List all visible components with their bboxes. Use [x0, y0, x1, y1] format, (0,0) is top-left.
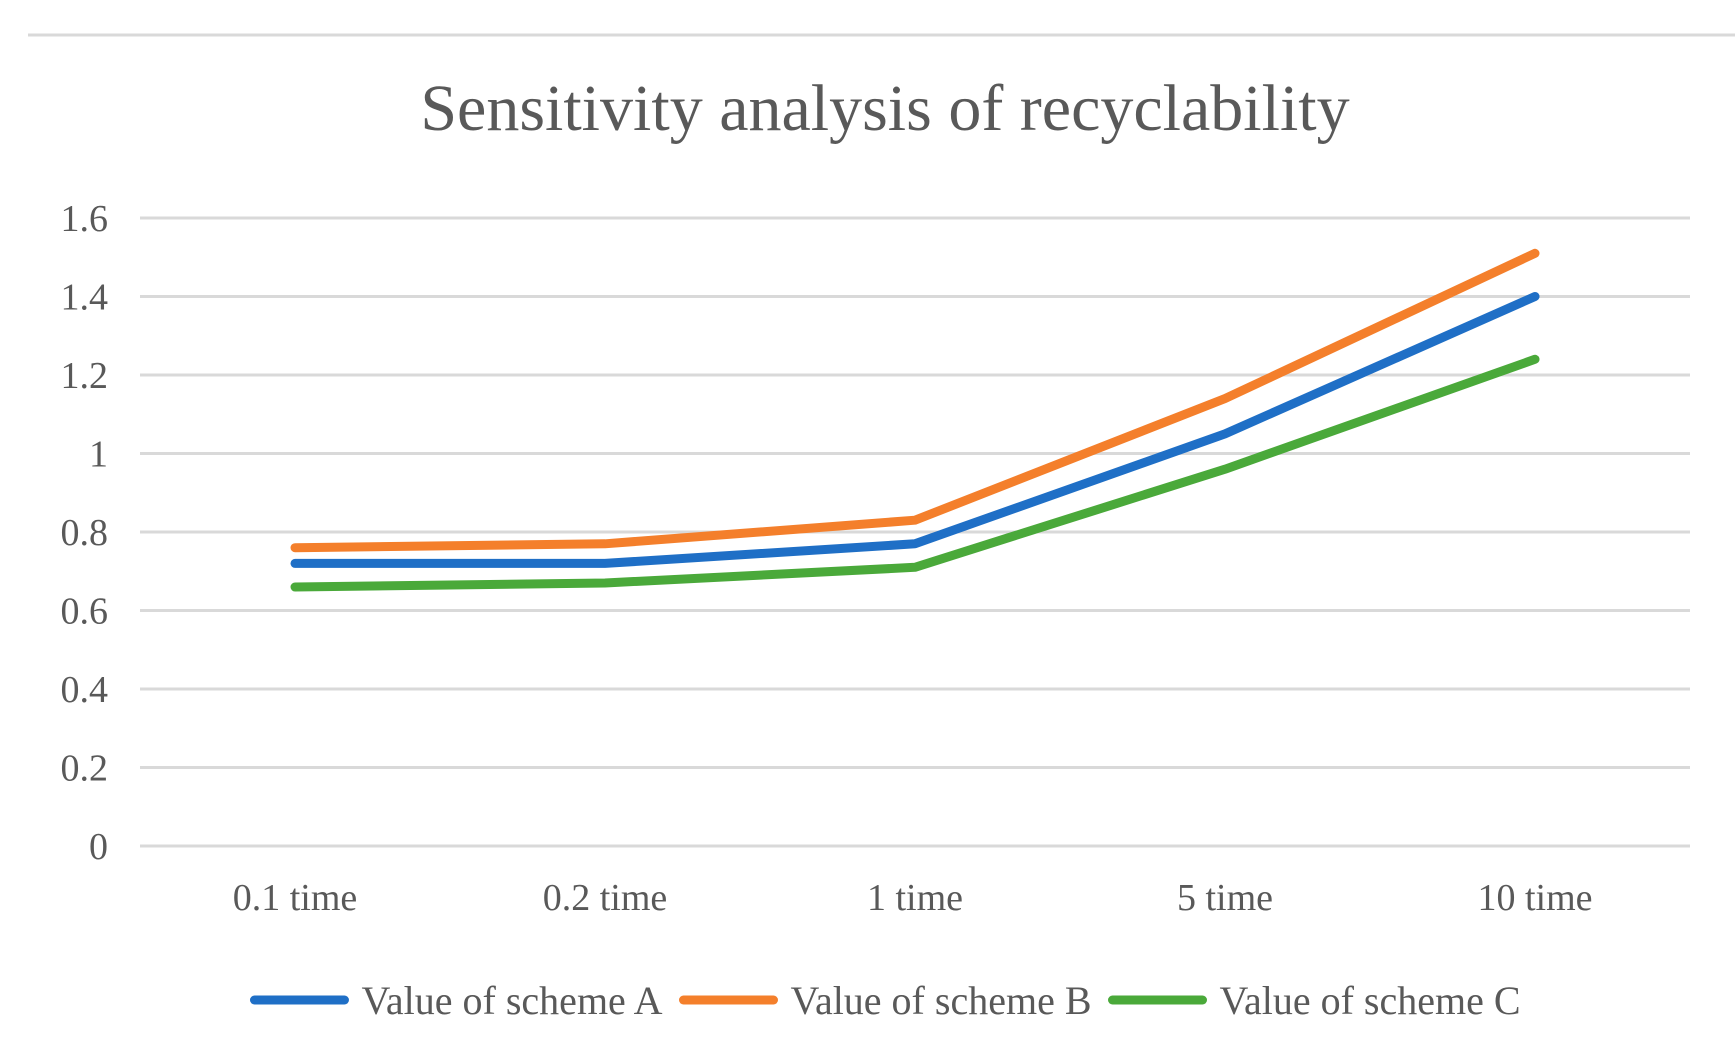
series-line-value-of-scheme-b	[290, 248, 1540, 553]
y-tick-label: 0.4	[61, 669, 109, 711]
x-tick-label: 0.1 time	[233, 877, 358, 919]
series-line-value-of-scheme-c	[290, 354, 1540, 592]
y-axis-tick-labels: 0 0.2 0.4 0.6 0.8 1 1.2 1.4 1.6	[61, 198, 109, 868]
chart-title: Sensitivity analysis of recyclability	[420, 72, 1349, 145]
legend-label: Value of scheme C	[1220, 978, 1521, 1023]
y-tick-label: 1.2	[61, 355, 109, 397]
y-tick-label: 0.8	[61, 512, 109, 554]
y-tick-label: 1.6	[61, 198, 109, 240]
series-line-value-of-scheme-a	[290, 292, 1540, 568]
x-tick-label: 0.2 time	[543, 877, 668, 919]
series-lines	[290, 248, 1540, 592]
x-tick-label: 1 time	[867, 877, 963, 919]
x-tick-label: 5 time	[1177, 877, 1273, 919]
y-tick-label: 1	[89, 434, 108, 476]
y-tick-label: 0.6	[61, 591, 109, 633]
legend-label: Value of scheme A	[361, 978, 662, 1023]
y-tick-label: 1.4	[61, 277, 109, 319]
y-tick-label: 0.2	[61, 748, 109, 790]
y-tick-label: 0	[89, 826, 108, 868]
legend-label: Value of scheme B	[790, 978, 1091, 1023]
x-tick-label: 10 time	[1477, 877, 1592, 919]
legend: Value of scheme A Value of scheme B Value …	[249, 978, 1521, 1023]
x-axis-tick-labels: 0.1 time 0.2 time 1 time 5 time 10 time	[233, 877, 1593, 919]
gridlines	[140, 216, 1690, 848]
